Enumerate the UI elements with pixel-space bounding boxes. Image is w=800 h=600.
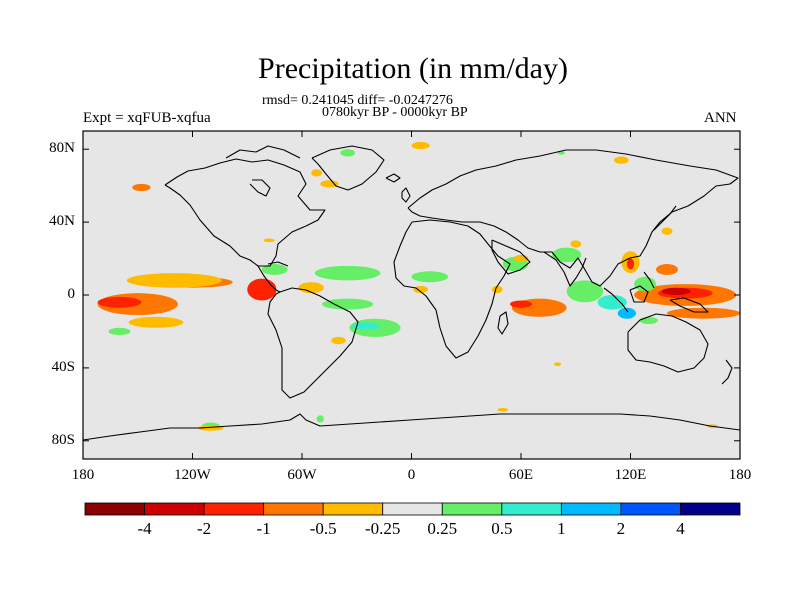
- coastline-central-america: [257, 265, 281, 293]
- anomaly-sumatra-wet: [597, 295, 627, 310]
- lat-label: 40N: [49, 213, 75, 230]
- anomaly-gulf-of-mexico-dry: [263, 238, 275, 243]
- lon-label: 180: [71, 467, 95, 483]
- lon-label: 120E: [614, 467, 647, 483]
- tick-layer: [82, 131, 741, 459]
- season-label: ANN: [704, 110, 737, 126]
- experiment-label: Expt = xqFUB-xqfua: [83, 110, 211, 126]
- anomaly-maritime-continent-blue: [617, 307, 636, 319]
- anomaly-gulf-guinea-dry: [413, 285, 428, 294]
- coastline-south-america: [267, 287, 359, 399]
- coastline-arctic-islands: [225, 145, 301, 159]
- coastline-borneo: [629, 285, 649, 303]
- coastline-greenland: [311, 145, 385, 191]
- colorbar-label: 4: [676, 519, 685, 538]
- lat-label: 80N: [49, 140, 75, 157]
- anomaly-south-west-pacific-drying: [667, 307, 740, 319]
- anomaly-southern-ocean-dry-1: [497, 407, 509, 412]
- coastline-north-america: [164, 158, 326, 267]
- colorbar-label: 2: [616, 519, 626, 538]
- anomaly-atlantic-itcz-wet: [314, 265, 381, 281]
- lon-label: 180: [728, 467, 752, 483]
- anomaly-australia-north-wet: [639, 316, 658, 325]
- anomaly-ross-sea-wet: [316, 415, 324, 423]
- colorbar-label: -0.25: [365, 519, 401, 538]
- colorbar-label: 0.5: [491, 519, 513, 538]
- lat-label: 0: [67, 286, 76, 302]
- coastline-eurasia: [407, 149, 739, 287]
- anomaly-east-asia-dry: [661, 227, 673, 235]
- lon-label: 60W: [287, 467, 317, 483]
- anomaly-south-atlantic-core: [351, 322, 381, 330]
- lat-label: 80S: [51, 431, 75, 448]
- lon-label: 0: [407, 467, 416, 483]
- anomaly-caribbean-wet: [261, 264, 288, 275]
- anomaly-arctic-siberia-dry: [614, 156, 629, 164]
- map-title: Precipitation (in mm/day): [258, 52, 568, 85]
- colorbar-label: -2: [196, 519, 212, 538]
- coastline-hudson-bay: [249, 179, 271, 197]
- anomaly-south-pacific-wet: [108, 327, 131, 336]
- colorbar-label: 0.25: [427, 519, 458, 538]
- anomaly-amazon-drying: [298, 282, 324, 294]
- coastline-new-guinea: [669, 297, 709, 313]
- anomaly-greenland-west-dry: [311, 169, 323, 177]
- anomaly-bay-of-bengal-wet: [552, 247, 582, 263]
- anomaly-west-indian-ocean-core: [510, 300, 532, 308]
- anomaly-central-pacific-core: [97, 296, 142, 308]
- anomaly-south-china-sea-core: [626, 258, 635, 270]
- coastline-new-zealand: [721, 359, 733, 385]
- anomaly-south-pacific-band: [128, 316, 184, 328]
- anomaly-indian-ocean-south-dry: [553, 362, 562, 367]
- coastline-japan: [653, 205, 677, 231]
- coastline-australia: [627, 313, 709, 373]
- coastline-africa: [393, 219, 511, 359]
- anomaly-alaska-drying: [132, 183, 151, 192]
- period-line: 0780kyr BP - 0000kyr BP: [322, 105, 468, 120]
- anomaly-north-africa-dry: [491, 285, 503, 294]
- coastline-philippines: [643, 271, 655, 289]
- anomaly-philippine-sea-drying: [656, 264, 678, 275]
- coastline-madagascar: [497, 311, 509, 335]
- colorbar-label: -0.5: [309, 519, 337, 538]
- anomaly-africa-sahel-wet: [411, 271, 448, 283]
- stats-line: rmsd= 0.241045 diff= -0.0247276: [262, 93, 453, 108]
- lon-label: 60E: [508, 467, 534, 483]
- lon-label: 120W: [174, 467, 211, 483]
- colorbar-label: 1: [557, 519, 566, 538]
- coastline-layer: [83, 145, 740, 441]
- colorbar-label: -4: [137, 519, 152, 538]
- anomaly-greenland-south-dry: [320, 180, 339, 188]
- coastline-sumatra: [603, 287, 629, 313]
- anomaly-greenland-north-wet: [340, 149, 355, 157]
- anomaly-barents-sea-dry: [411, 141, 430, 150]
- coastline-cuba: [267, 261, 289, 267]
- coastline-antarctica: [83, 413, 740, 441]
- coastline-arabia: [491, 239, 531, 275]
- anomaly-east-indian-ocean-wet: [566, 280, 604, 303]
- coastline-iceland: [385, 173, 401, 183]
- anomaly-warm-pool-core: [661, 287, 691, 295]
- coastline-india: [543, 251, 587, 287]
- lat-label: 40S: [51, 358, 75, 375]
- anomaly-himalaya-dry: [570, 240, 582, 248]
- colorbar-label: -1: [256, 519, 271, 538]
- anomaly-panama-drying: [247, 278, 277, 301]
- anomaly-south-america-dry: [331, 336, 346, 345]
- anomaly-east-pacific-itcz-edge: [126, 273, 222, 288]
- coastline-britain: [401, 187, 411, 203]
- map-background: [83, 131, 740, 459]
- anomaly-atlantic-south-wet: [322, 298, 374, 310]
